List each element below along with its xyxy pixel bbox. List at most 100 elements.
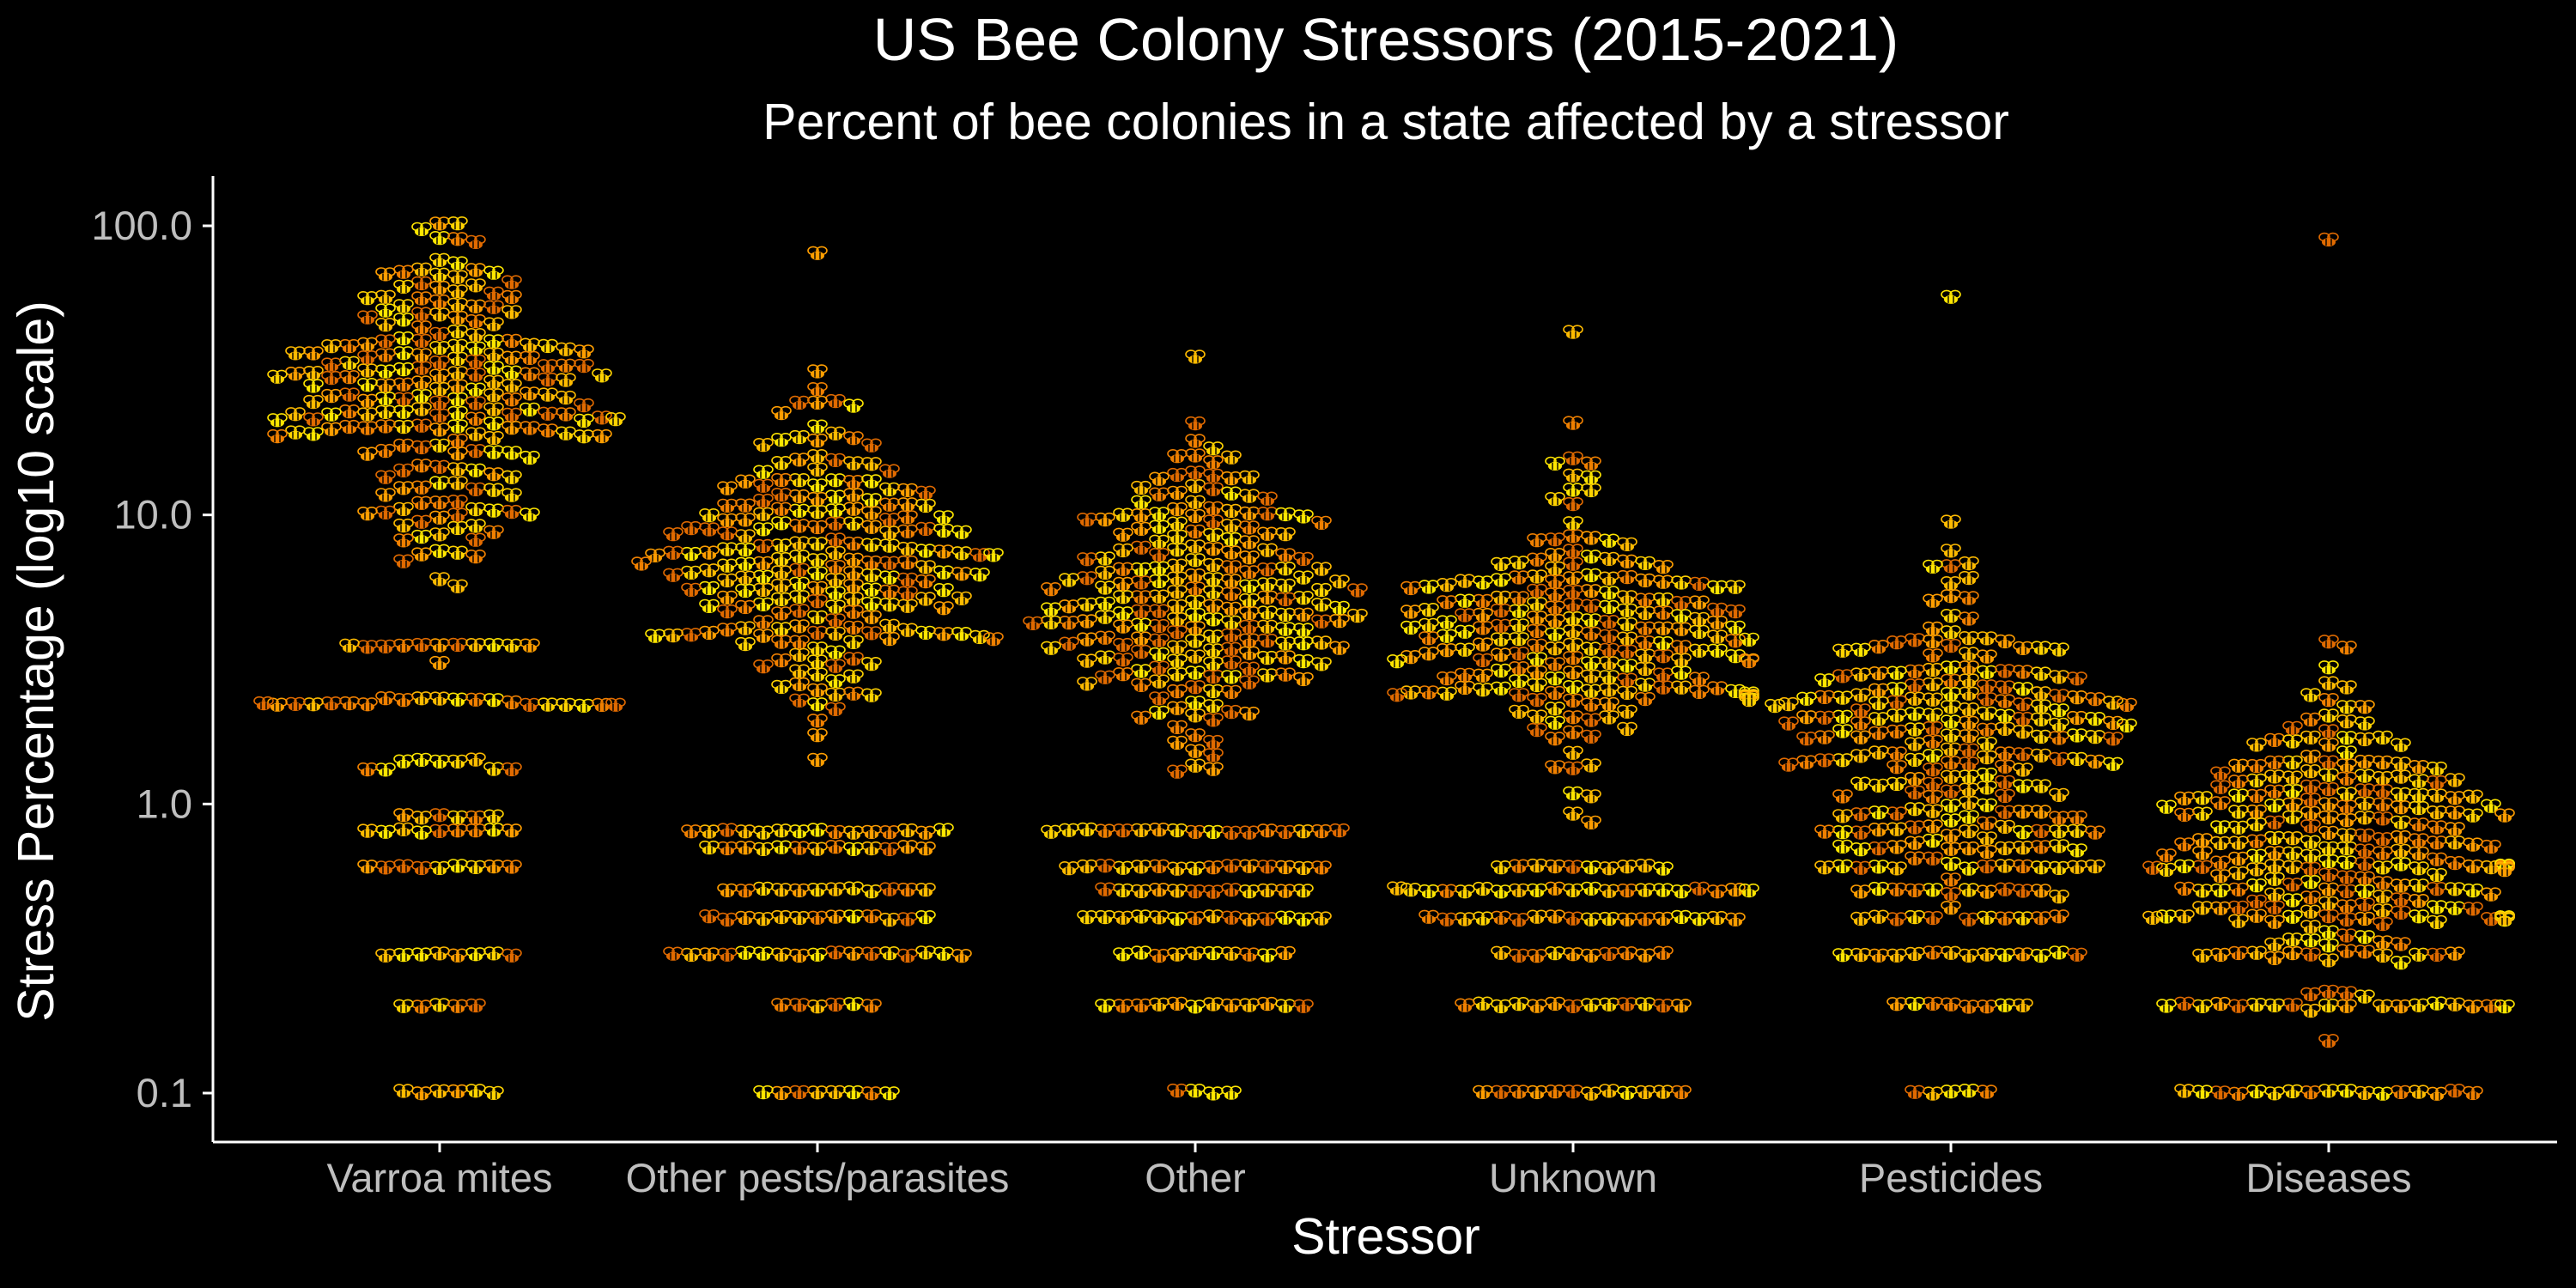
bee-marker	[753, 629, 774, 643]
bee-marker	[2013, 747, 2033, 762]
bee-marker	[789, 550, 810, 564]
bee-marker	[1832, 809, 1853, 823]
bee-marker	[915, 544, 936, 558]
bee-marker	[2210, 780, 2231, 794]
bee-marker	[1599, 599, 1619, 615]
bee-marker	[1400, 580, 1421, 596]
bee-marker	[2013, 697, 2033, 712]
bee-marker	[2246, 758, 2267, 774]
bee-marker	[1221, 503, 1242, 519]
bee-marker	[1491, 910, 1511, 925]
bee-marker	[447, 310, 468, 325]
bee-marker	[2354, 1085, 2375, 1100]
bee-marker	[861, 582, 882, 597]
bee-marker	[825, 997, 846, 1012]
bee-marker	[879, 513, 900, 527]
bee-marker	[1545, 613, 1565, 629]
bee-marker	[411, 402, 432, 416]
bee-marker	[2427, 947, 2447, 962]
bee-marker	[1400, 883, 1421, 897]
bee-marker	[2427, 867, 2447, 883]
bee-marker	[2372, 755, 2393, 770]
bee-marker	[807, 641, 828, 656]
bee-marker	[574, 398, 594, 413]
bee-marker	[1959, 1084, 1979, 1098]
bee-marker	[1941, 887, 1961, 902]
bee-marker	[1581, 881, 1601, 896]
bee-marker	[1293, 636, 1314, 651]
bee-marker	[717, 498, 738, 513]
bee-marker	[1203, 441, 1224, 456]
bee-marker	[1203, 482, 1224, 496]
bee-marker	[1563, 611, 1583, 626]
bee-marker	[1977, 816, 1997, 830]
bee-marker	[717, 623, 738, 637]
bee-marker	[447, 284, 468, 299]
bee-marker	[393, 554, 414, 568]
bee-marker	[1725, 620, 1746, 635]
bee-marker	[1185, 946, 1206, 961]
bee-marker	[501, 823, 522, 838]
x-axis-title: Stressor	[1291, 1208, 1480, 1265]
bee-marker	[429, 638, 450, 653]
bee-marker	[771, 622, 792, 636]
bee-marker	[771, 487, 792, 502]
bee-marker	[1149, 633, 1170, 647]
bee-marker	[771, 472, 792, 488]
bee-marker	[699, 580, 720, 596]
bee-marker	[1905, 1084, 1925, 1099]
bee-marker	[1131, 540, 1151, 555]
bee-marker	[753, 615, 774, 629]
bee-marker	[789, 824, 810, 839]
bee-marker	[1275, 578, 1296, 593]
bee-marker	[1509, 674, 1529, 689]
bee-marker	[1617, 685, 1637, 700]
bee-marker	[2300, 920, 2321, 934]
bee-marker	[2246, 862, 2267, 877]
bee-marker	[556, 407, 576, 422]
bee-marker	[1221, 859, 1242, 873]
bee-marker	[1671, 595, 1692, 611]
bee-marker	[1653, 667, 1674, 682]
bee-marker	[465, 278, 486, 293]
bee-marker	[429, 544, 450, 558]
bee-marker	[1905, 691, 1925, 706]
bee-marker	[897, 572, 918, 587]
bee-marker	[1765, 698, 1785, 714]
bee-marker	[1041, 641, 1061, 655]
bee-marker	[933, 627, 954, 641]
bee-marker	[1185, 728, 1206, 743]
bee-marker	[753, 493, 774, 508]
bee-marker	[2463, 837, 2483, 852]
bee-marker	[1149, 547, 1170, 562]
bee-marker	[2300, 779, 2321, 794]
bee-marker	[1707, 884, 1728, 899]
bee-marker	[1527, 532, 1547, 548]
bee-marker	[1635, 677, 1656, 692]
bee-marker	[429, 754, 450, 769]
bee-marker	[2282, 933, 2303, 947]
bee-marker	[357, 349, 378, 365]
bee-marker	[897, 483, 918, 497]
bee-marker	[1977, 999, 1997, 1014]
bee-marker	[1653, 592, 1674, 607]
bee-marker	[2300, 848, 2321, 863]
bee-marker	[843, 456, 864, 471]
bee-marker	[1905, 707, 1925, 721]
bee-marker	[2318, 1084, 2339, 1098]
bee-marker	[465, 313, 486, 329]
bee-marker	[1923, 593, 1943, 608]
bee-marker	[1563, 496, 1583, 512]
bee-marker	[2085, 729, 2105, 744]
bee-marker	[2156, 999, 2177, 1013]
bee-marker	[1185, 696, 1206, 710]
bee-marker	[285, 696, 306, 711]
bee-marker	[951, 525, 972, 539]
bee-marker	[1635, 592, 1656, 607]
bee-marker	[1437, 577, 1457, 592]
bee-marker	[1527, 677, 1547, 693]
bee-marker	[879, 618, 900, 633]
bee-marker	[1203, 860, 1224, 875]
bee-marker	[1995, 819, 2015, 834]
bee-marker	[574, 698, 594, 713]
